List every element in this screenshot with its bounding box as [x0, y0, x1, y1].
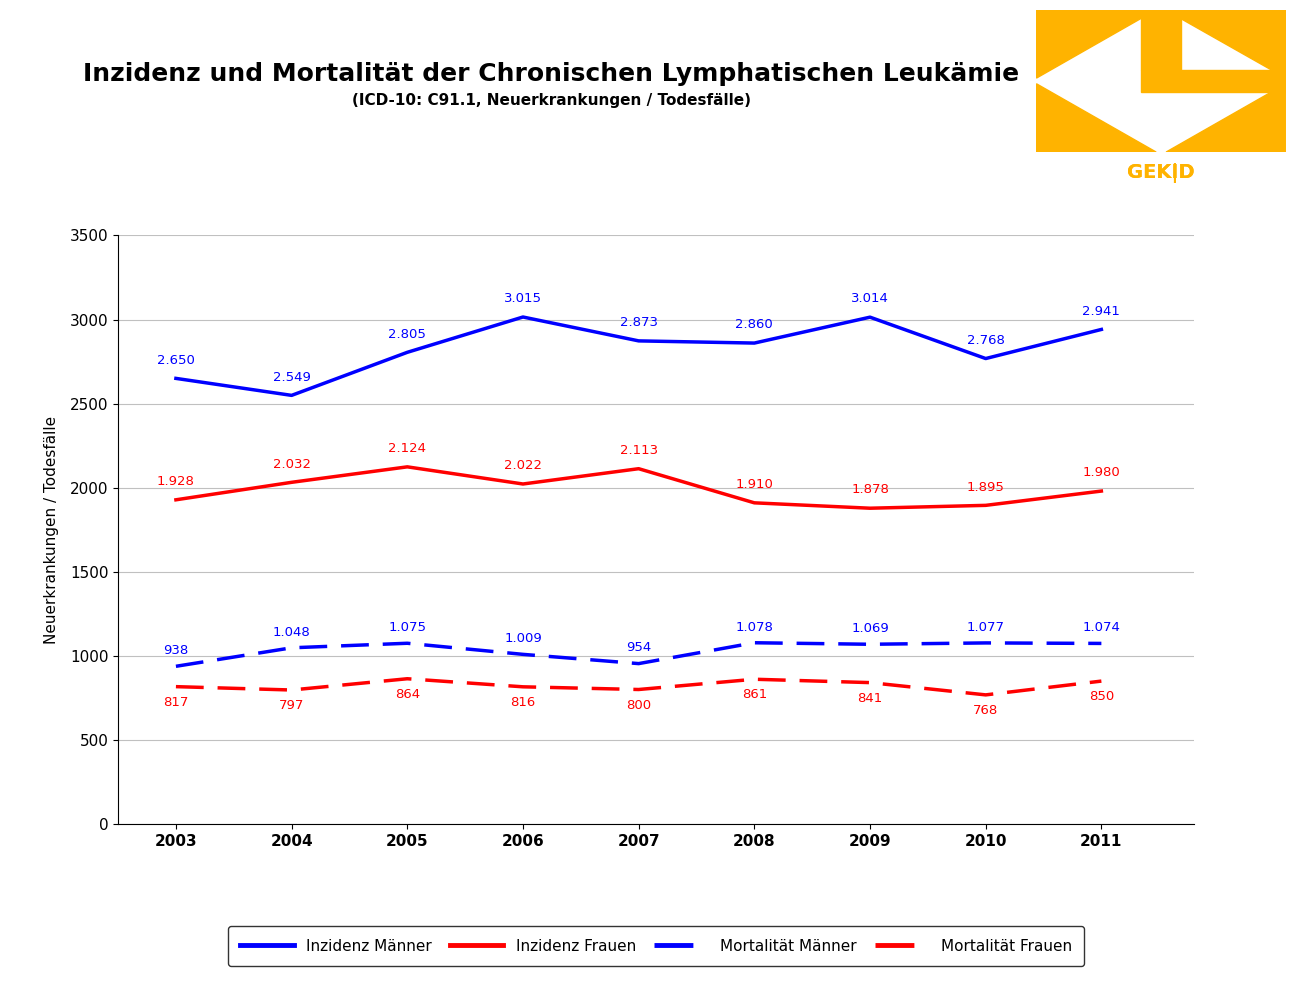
Mortalität Frauen: [168, 681, 184, 693]
Text: 2.549: 2.549: [273, 371, 311, 384]
Inzidenz Frauen: [1093, 486, 1109, 497]
Text: 2.113: 2.113: [619, 444, 657, 457]
Inzidenz Frauen: [399, 461, 415, 473]
Mortalität Frauen: [977, 689, 993, 700]
Polygon shape: [1141, 10, 1181, 70]
Inzidenz Männer: [631, 335, 647, 346]
Text: 1.928: 1.928: [157, 475, 195, 488]
Y-axis label: Neuerkrankungen / Todesfälle: Neuerkrankungen / Todesfälle: [43, 416, 59, 644]
Text: 864: 864: [395, 688, 420, 701]
Text: 2.650: 2.650: [157, 353, 195, 367]
Inzidenz Frauen: [516, 478, 531, 490]
Text: 1.910: 1.910: [736, 478, 773, 491]
Polygon shape: [1166, 83, 1286, 152]
Text: 841: 841: [857, 692, 883, 705]
Inzidenz Männer: [977, 352, 993, 364]
Text: 2.768: 2.768: [967, 334, 1005, 346]
Inzidenz Männer: [168, 373, 184, 385]
Inzidenz Männer: [1093, 324, 1109, 336]
Text: 2.022: 2.022: [504, 459, 542, 472]
Mortalität Frauen: [283, 684, 299, 696]
Text: 2.805: 2.805: [388, 328, 426, 340]
Text: 1.075: 1.075: [388, 621, 426, 634]
Line: Inzidenz Männer: Inzidenz Männer: [176, 317, 1101, 395]
Inzidenz Männer: [283, 389, 299, 401]
Mortalität Männer: [516, 648, 531, 660]
Mortalität Frauen: [399, 673, 415, 685]
Text: 938: 938: [163, 645, 189, 657]
Text: 850: 850: [1089, 691, 1114, 703]
Polygon shape: [1141, 70, 1286, 92]
Polygon shape: [1036, 10, 1156, 78]
Mortalität Männer: [862, 639, 878, 650]
Mortalität Männer: [283, 642, 299, 653]
Text: 1.048: 1.048: [273, 626, 311, 639]
Text: 2.124: 2.124: [388, 442, 426, 455]
Text: 1.078: 1.078: [736, 621, 773, 634]
Inzidenz Frauen: [747, 497, 762, 509]
Inzidenz Frauen: [168, 493, 184, 505]
Text: 1.074: 1.074: [1082, 621, 1120, 634]
Polygon shape: [1036, 83, 1156, 152]
Text: 3.014: 3.014: [851, 292, 890, 305]
Text: 1.980: 1.980: [1082, 466, 1120, 480]
Text: 817: 817: [163, 696, 189, 709]
Inzidenz Männer: [516, 311, 531, 323]
Text: GEKID: GEKID: [1127, 164, 1195, 182]
Text: 2.860: 2.860: [736, 318, 773, 332]
Line: Inzidenz Frauen: Inzidenz Frauen: [176, 467, 1101, 508]
Mortalität Frauen: [516, 681, 531, 693]
Mortalität Männer: [1093, 638, 1109, 649]
Text: Inzidenz und Mortalität der Chronischen Lymphatischen Leukämie: Inzidenz und Mortalität der Chronischen …: [83, 62, 1019, 85]
Text: 1.009: 1.009: [504, 632, 542, 645]
Text: 2.032: 2.032: [273, 457, 311, 471]
Mortalität Männer: [399, 638, 415, 649]
Text: 2.941: 2.941: [1082, 305, 1120, 318]
Text: 3.015: 3.015: [504, 292, 542, 305]
Text: 816: 816: [510, 697, 535, 709]
Text: GEK|D: GEK|D: [1127, 164, 1195, 183]
Mortalität Männer: [631, 657, 647, 669]
Text: 800: 800: [626, 698, 651, 712]
Text: (ICD-10: C91.1, Neuerkrankungen / Todesfälle): (ICD-10: C91.1, Neuerkrankungen / Todesf…: [352, 92, 750, 108]
Inzidenz Männer: [399, 346, 415, 358]
Line: Mortalität Männer: Mortalität Männer: [176, 643, 1101, 666]
Text: 1.077: 1.077: [967, 621, 1005, 634]
Mortalität Frauen: [862, 677, 878, 689]
Text: 954: 954: [626, 642, 651, 654]
Inzidenz Frauen: [283, 477, 299, 489]
Mortalität Frauen: [747, 673, 762, 685]
Line: Mortalität Frauen: Mortalität Frauen: [176, 679, 1101, 695]
Text: 1.069: 1.069: [851, 622, 890, 635]
Polygon shape: [1166, 10, 1286, 78]
Text: 1.878: 1.878: [851, 484, 890, 496]
Inzidenz Männer: [747, 337, 762, 349]
Inzidenz Frauen: [862, 502, 878, 514]
Mortalität Männer: [747, 637, 762, 648]
Text: 861: 861: [741, 689, 768, 701]
Mortalität Männer: [977, 637, 993, 648]
Legend: Inzidenz Männer, Inzidenz Frauen, Mortalität Männer, Mortalität Frauen: Inzidenz Männer, Inzidenz Frauen, Mortal…: [228, 926, 1084, 966]
Mortalität Frauen: [1093, 675, 1109, 687]
Text: 797: 797: [279, 699, 304, 712]
Inzidenz Männer: [862, 311, 878, 323]
Mortalität Frauen: [631, 684, 647, 696]
Inzidenz Frauen: [631, 463, 647, 475]
Text: 1.895: 1.895: [967, 481, 1005, 493]
Text: 768: 768: [974, 704, 998, 717]
Mortalität Männer: [168, 660, 184, 672]
Inzidenz Frauen: [977, 499, 993, 511]
Text: 2.873: 2.873: [619, 316, 657, 329]
